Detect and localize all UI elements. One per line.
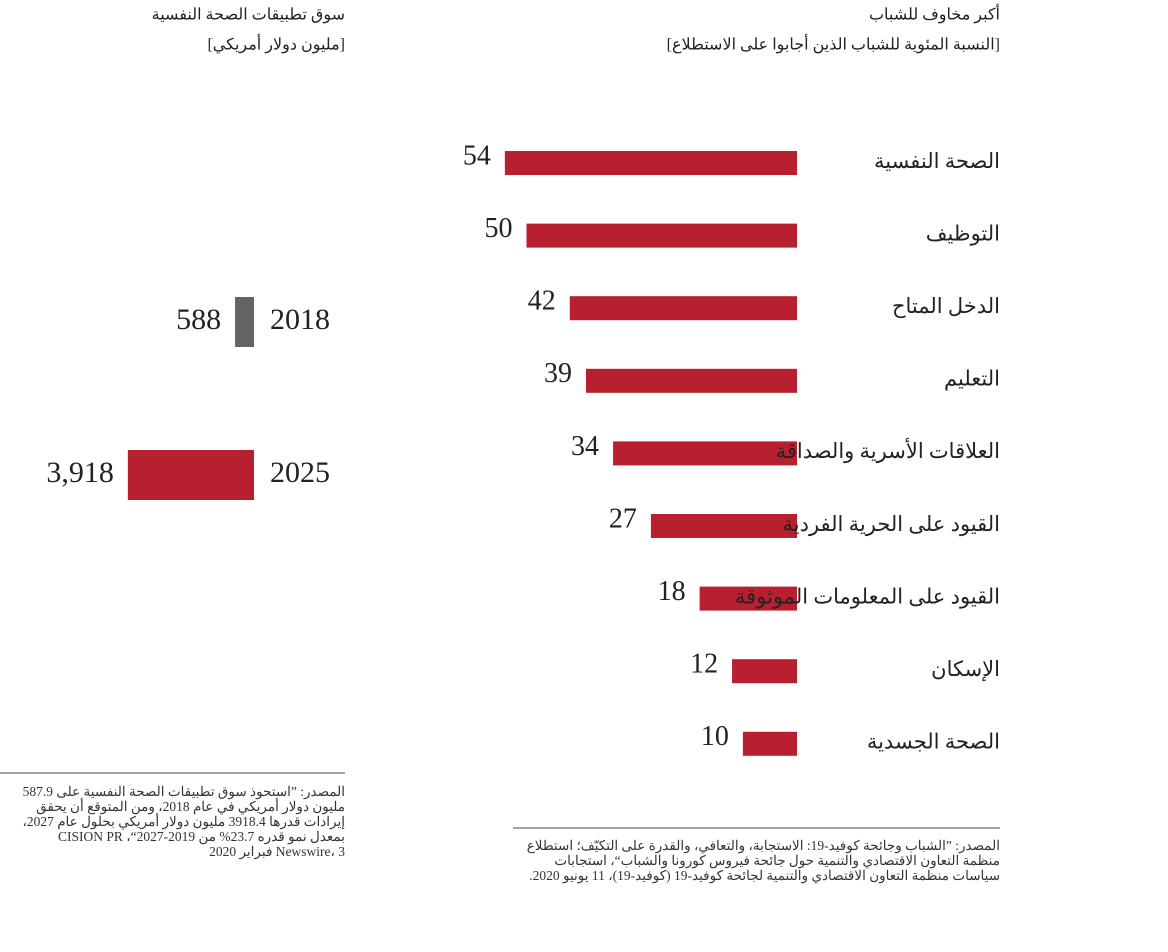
bar: [127, 450, 254, 500]
value-label: 50: [485, 213, 513, 244]
category-label: الصحة النفسية: [874, 149, 1000, 173]
category-label: 2025: [270, 456, 330, 489]
source-note: المصدر: ”استحوذ سوق تطبيقات الصحة النفسي…: [22, 784, 345, 859]
value-label: 27: [609, 503, 637, 534]
category-label: التعليم: [944, 367, 1000, 392]
chart-subtitle: [مليون دولار أمريكي]: [207, 34, 345, 54]
bar: [526, 223, 797, 248]
category-label: الإسكان: [931, 657, 1000, 682]
category-label: 2018: [270, 303, 330, 336]
category-label: القيود على المعلومات الموثوقة: [735, 584, 1000, 609]
bar: [699, 586, 797, 611]
value-label: 10: [701, 721, 729, 752]
value-label: 3,918: [46, 456, 114, 489]
value-label: 39: [544, 358, 572, 389]
category-label: العلاقات الأسرية والصداقة: [776, 437, 1000, 464]
bar: [742, 731, 797, 756]
chart-title: سوق تطبيقات الصحة النفسية: [152, 7, 345, 24]
value-label: 18: [658, 576, 686, 607]
bar: [586, 368, 797, 393]
bar: [504, 151, 797, 175]
chart-title: أكبر مخاوف للشباب: [869, 4, 1000, 24]
value-label: 34: [571, 431, 599, 462]
category-label: الدخل المتاح: [892, 294, 1000, 319]
bar: [732, 659, 797, 684]
category-label: التوظيف: [926, 221, 1000, 246]
chart-subtitle: [النسبة المئوية للشباب الذين أجابوا على …: [667, 34, 1000, 54]
bar: [650, 514, 797, 538]
value-label: 42: [528, 286, 556, 317]
source-note: المصدر: ”الشباب وجائحة كوفيد-19: الاستجا…: [526, 838, 1000, 883]
value-label: 54: [463, 140, 491, 171]
value-label: 588: [176, 303, 221, 336]
bar: [569, 296, 797, 321]
value-label: 12: [690, 649, 718, 680]
category-label: القيود على الحرية الفردية: [782, 512, 1000, 537]
category-label: الصحة الجسدية: [867, 730, 1000, 754]
bar: [613, 441, 797, 466]
bar: [235, 297, 254, 347]
